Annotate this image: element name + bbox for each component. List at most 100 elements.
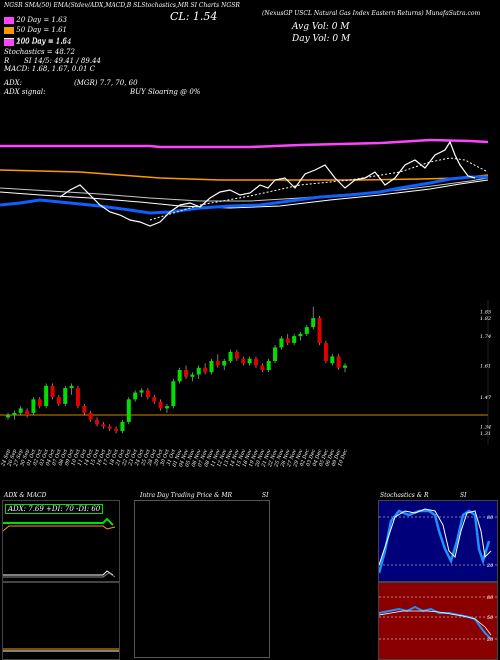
date-tick-label: 02 Oct	[32, 448, 44, 467]
date-tick-label: 04 Oct	[45, 448, 57, 467]
si-signal-line	[379, 610, 492, 636]
si-tick-20: 20	[486, 637, 494, 643]
date-tick-label: 08 Oct	[58, 448, 70, 467]
candle-body	[6, 415, 10, 418]
adx-line	[3, 570, 114, 576]
candle-body	[12, 412, 17, 416]
avg-volume: Avg Vol: 0 M	[292, 22, 350, 32]
date-tick-label: 11 Oct	[77, 448, 89, 467]
stochastics-panel: 80 20	[378, 500, 498, 582]
candle-body	[317, 318, 322, 343]
candle-body	[184, 370, 189, 377]
candle-body	[247, 358, 252, 364]
candle-body	[196, 367, 201, 375]
si-tick-50: 50	[487, 615, 494, 621]
candle-body	[330, 356, 335, 364]
date-tick-label: 18 Nov	[242, 448, 254, 467]
day-volume: Day Vol: 0 M	[292, 34, 351, 44]
ma20-row: 20 Day = 1.63	[4, 16, 67, 24]
candle-body	[298, 333, 303, 337]
price-tick-label: 1.74	[480, 334, 491, 340]
candle-body	[107, 426, 112, 429]
candle-body	[69, 385, 74, 389]
candle-body	[82, 406, 87, 413]
ma100-label: 100 Day = 1.6	[16, 37, 68, 45]
candle-body	[190, 374, 195, 377]
stochastics-label: Stochastics = 48.72	[4, 48, 75, 56]
price-tick-label: 1.31	[480, 431, 491, 437]
candle-body	[133, 392, 138, 400]
ma20-swatch-icon	[4, 16, 14, 24]
candle-body	[114, 428, 119, 431]
adx-panel: ADX: 7.69 +DI: 70 -DI: 60	[2, 500, 120, 582]
r-label: R	[4, 57, 10, 65]
candle-body	[171, 381, 176, 407]
price-tick-label: 1.85	[480, 309, 491, 315]
date-tick-label: 01 Nov	[172, 448, 184, 467]
date-tick-label: 03 Oct	[39, 448, 51, 467]
date-tick-label: 19 Nov	[248, 448, 260, 467]
si-panel: 80 50 20	[378, 582, 498, 660]
ma20-label: 20 Day = 1.63	[16, 16, 68, 24]
price-tick-label: 1.34	[480, 424, 491, 430]
candle-body	[323, 342, 328, 361]
date-tick-label: 03 Dec	[305, 448, 317, 467]
candle-body	[260, 365, 265, 370]
candle-body	[75, 388, 80, 407]
stoch-title: Stochastics & R	[380, 492, 429, 499]
candle-body	[215, 360, 220, 366]
date-tick-label: 13 Nov	[223, 448, 235, 467]
close-label: CL: 1.54	[170, 10, 218, 23]
ma50-row: 50 Day = 1.61	[4, 26, 67, 34]
candle-body	[158, 401, 163, 409]
candle-body	[285, 338, 290, 343]
date-tick-label: 10 Dec	[337, 448, 349, 467]
date-tick-label: 30 Sep	[19, 448, 31, 467]
candle-body	[209, 360, 214, 373]
adx-lines	[3, 517, 116, 578]
date-tick-label: 01 Oct	[26, 448, 38, 467]
candle-body	[292, 336, 297, 343]
header-company: (NexusGP USCL Natural Gas Index Eastern …	[262, 10, 481, 17]
adx-line-2	[3, 572, 116, 578]
adx-di-minus-line	[3, 525, 116, 532]
date-tick-label: 06 Nov	[191, 448, 203, 467]
ma200-label: 200 Day = 1.54	[16, 38, 72, 46]
date-tick-label: 09 Dec	[331, 448, 343, 467]
ma200-swatch-icon	[4, 38, 14, 46]
date-tick-label: 15 Oct	[89, 448, 101, 467]
date-tick-label: 04 Dec	[312, 448, 324, 467]
candle-body	[234, 351, 239, 359]
candle-body	[63, 388, 68, 404]
ma50-swatch-icon	[4, 26, 14, 34]
candle-body	[336, 356, 341, 368]
date-tick-label: 08 Nov	[203, 448, 215, 467]
adx-di-plus-line	[3, 517, 114, 526]
ma200-row: 200 Day = 1.54	[4, 38, 71, 46]
date-tick-label: 05 Nov	[184, 448, 196, 467]
si-line	[379, 605, 492, 640]
candle-body	[88, 412, 93, 420]
si-label: SI 14/5: 49.41 / 89.44	[24, 57, 101, 65]
candle-body	[273, 347, 278, 361]
candle-body	[343, 365, 347, 368]
date-tick-label: 12 Nov	[216, 448, 228, 467]
stochastics-lines: 80 20	[379, 508, 497, 574]
candle-body	[311, 318, 316, 328]
ma100-line-inner	[0, 177, 489, 202]
date-tick-label: 04 Nov	[178, 448, 190, 467]
date-tick-label: 14 Oct	[83, 448, 95, 467]
adx-label: ADX:	[4, 79, 23, 87]
candle-body	[253, 358, 258, 366]
date-tick-label: 11 Nov	[210, 448, 222, 467]
candle-body	[126, 399, 131, 422]
price-tick-label: 1.47	[480, 395, 492, 401]
candle-body	[177, 370, 182, 382]
date-tick-label: 31 Oct	[166, 448, 178, 467]
date-tick-label: 18 Oct	[109, 448, 121, 467]
si-lines: 80 50 20	[379, 595, 497, 643]
macd-panel	[2, 582, 120, 660]
date-tick-label: 10 Oct	[70, 448, 82, 467]
candle-body	[18, 408, 23, 413]
